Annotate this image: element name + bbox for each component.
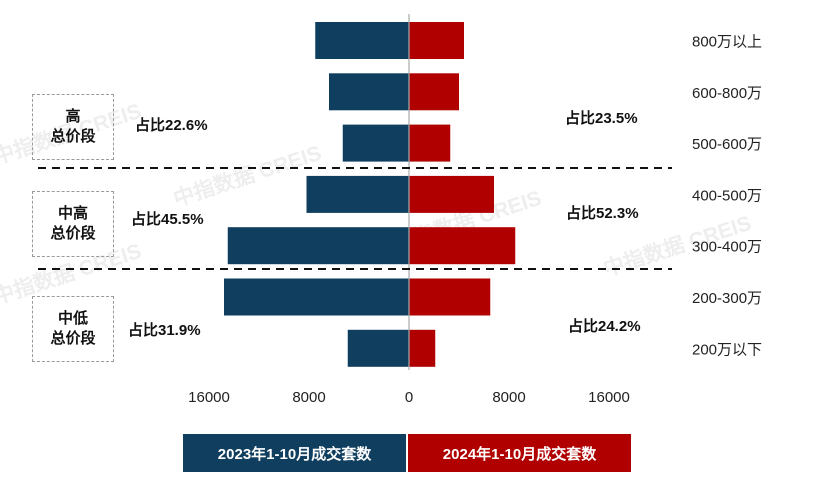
- legend-item-2024: 2024年1-10月成交套数: [408, 434, 631, 472]
- butterfly-bar-chart: 800万以上 600-800万 500-600万 400-500万 300-400万 20…: [38, 14, 762, 406]
- bar-2024-4: [409, 227, 516, 265]
- category-label: 600-800万: [692, 85, 762, 102]
- series-2023-bars: [224, 22, 409, 367]
- bar-2024-5: [409, 278, 491, 316]
- share-label-midhigh-2024: 占比52.3%: [566, 204, 639, 222]
- share-label-midlow-2023: 占比31.9%: [128, 321, 201, 339]
- x-tick-label: 16000: [588, 389, 630, 406]
- category-label: 400-500万: [692, 187, 762, 204]
- category-label: 200-300万: [692, 290, 762, 307]
- bar-2024-2: [409, 124, 451, 162]
- tier-box-high: 高 总价段: [32, 94, 114, 160]
- category-label: 300-400万: [692, 239, 762, 256]
- x-tick-label: 8000: [492, 389, 525, 406]
- bar-2024-0: [409, 22, 464, 59]
- share-label-high-2024: 占比23.5%: [565, 109, 638, 127]
- tier-label-line1: 中低: [57, 310, 88, 327]
- share-labels: 占比22.6% 占比23.5% 占比45.5% 占比52.3% 占比31.9% …: [128, 109, 641, 339]
- tier-box-midhigh: 中高 总价段: [32, 191, 114, 257]
- bar-2024-1: [409, 73, 459, 111]
- x-tick-label: 16000: [188, 389, 230, 406]
- category-label: 200万以下: [692, 341, 762, 358]
- tier-label-line1: 高: [65, 108, 81, 125]
- bar-2023-3: [306, 175, 409, 213]
- bar-2023-5: [224, 278, 409, 316]
- tier-label-line2: 总价段: [50, 225, 96, 242]
- tier-box-midlow: 中低 总价段: [32, 296, 114, 362]
- share-label-high-2023: 占比22.6%: [135, 116, 208, 134]
- tier-label-line1: 中高: [57, 205, 88, 222]
- category-labels: 800万以上 600-800万 500-600万 400-500万 300-400万 20…: [692, 34, 762, 359]
- bar-2024-6: [409, 329, 436, 367]
- share-label-midhigh-2023: 占比45.5%: [131, 210, 204, 228]
- x-tick-label: 8000: [292, 389, 325, 406]
- x-axis-tick-labels: 16000 8000 0 8000 16000: [188, 389, 630, 406]
- bar-2023-0: [315, 22, 409, 59]
- bar-2023-6: [347, 329, 409, 367]
- bar-2023-1: [329, 73, 409, 111]
- category-label: 500-600万: [692, 136, 762, 153]
- bar-2023-2: [342, 124, 409, 162]
- tier-label-line2: 总价段: [50, 128, 96, 145]
- category-label: 800万以上: [692, 34, 762, 51]
- share-label-midlow-2024: 占比24.2%: [568, 317, 641, 335]
- bar-2024-3: [409, 175, 494, 213]
- x-tick-label: 0: [405, 389, 413, 406]
- tier-label-line2: 总价段: [50, 330, 96, 347]
- legend-item-2023: 2023年1-10月成交套数: [183, 434, 406, 472]
- series-2024-bars: [409, 22, 516, 367]
- bar-2023-4: [227, 227, 409, 265]
